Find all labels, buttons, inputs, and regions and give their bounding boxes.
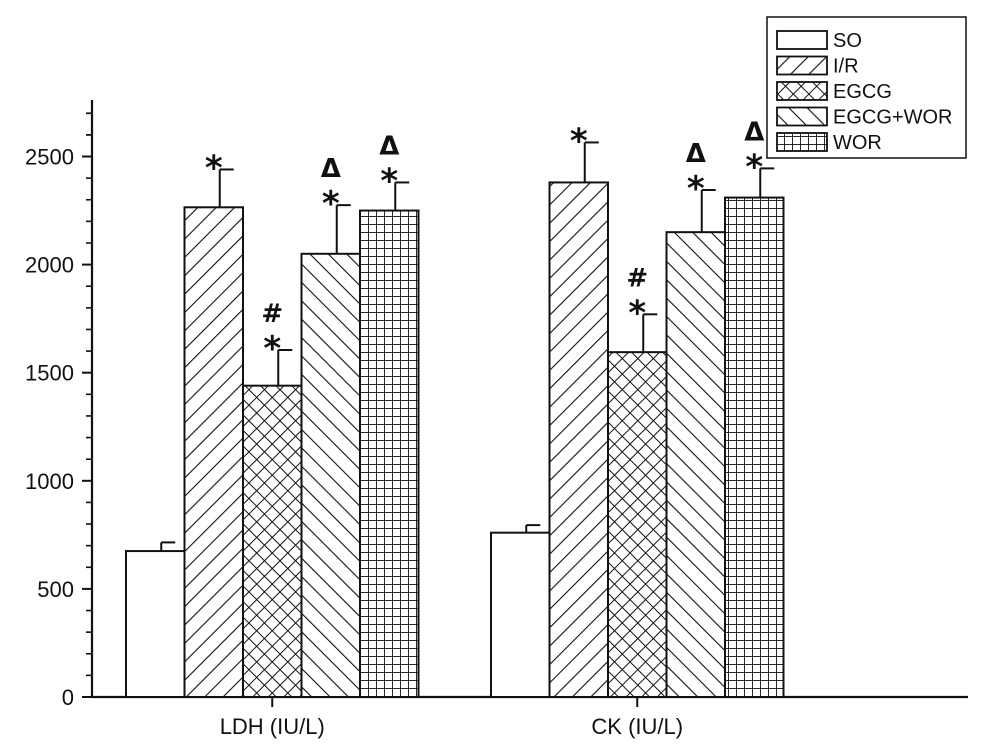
bar-so-1: [490, 531, 551, 698]
bar-so-0: [125, 550, 186, 698]
significance-mark: Δ: [744, 117, 764, 147]
significance-mark: *: [628, 293, 646, 333]
error-bar: [642, 313, 658, 353]
legend-swatch: [776, 132, 828, 152]
x-category-label: CK (IU/L): [591, 714, 683, 739]
significance-mark: #: [261, 299, 283, 329]
bars: [125, 181, 785, 699]
y-tick-label: 500: [37, 577, 74, 602]
significance-mark: *: [380, 161, 398, 201]
significance-mark: Δ: [379, 131, 399, 161]
bar-i-r-1: [548, 181, 609, 699]
x-category-label: LDH (IU/L): [220, 714, 325, 739]
y-tick-label: 2000: [25, 253, 74, 278]
bar-egcg-wor-1: [665, 231, 726, 698]
significance-markers: **#*Δ *Δ **#*Δ *Δ: [205, 117, 764, 369]
legend: SO I/R EGCG EGCG+WOR WOR: [766, 16, 967, 159]
legend-label: WOR: [833, 132, 882, 154]
error-bar: [583, 141, 599, 183]
x-axis: LDH (IU/L) CK (IU/L): [92, 695, 968, 739]
error-bar: [525, 524, 541, 533]
bar-i-r-0: [183, 206, 244, 698]
y-tick-label: 1000: [25, 469, 74, 494]
error-bar: [277, 348, 293, 386]
legend-label: SO: [833, 30, 862, 52]
significance-mark: *: [205, 148, 223, 188]
error-bar: [759, 167, 775, 198]
legend-swatch: [776, 30, 828, 50]
error-bars: [160, 141, 775, 552]
error-bar: [218, 168, 234, 208]
significance-mark: *: [570, 121, 588, 161]
legend-swatch: [776, 106, 828, 127]
y-tick-label: 2500: [25, 145, 74, 170]
y-tick-label: 0: [62, 685, 74, 710]
significance-mark: Δ: [686, 139, 706, 169]
bar-egcg-wor-0: [300, 252, 361, 698]
significance-mark: *: [263, 329, 281, 369]
significance-mark: #: [626, 263, 648, 293]
significance-mark: Δ: [321, 154, 341, 184]
error-bar: [160, 541, 176, 552]
bar-wor-1: [724, 196, 785, 698]
significance-mark: *: [745, 147, 763, 187]
significance-mark: *: [322, 184, 340, 224]
legend-label: I/R: [833, 56, 859, 78]
legend-label: EGCG: [833, 81, 892, 103]
bar-egcg-1: [607, 351, 668, 698]
legend-swatch: [776, 81, 828, 101]
significance-mark: *: [687, 169, 705, 209]
bar-egcg-0: [242, 384, 303, 698]
y-tick-label: 1500: [25, 361, 74, 386]
legend-swatch: [776, 55, 828, 76]
legend-label: EGCG+WOR: [833, 107, 952, 129]
error-bar: [335, 204, 351, 254]
error-bar: [700, 189, 716, 233]
y-axis: 0 500 1000 1500 2000 2500: [25, 100, 94, 710]
bar-wor-0: [359, 209, 420, 699]
error-bar: [394, 181, 410, 211]
